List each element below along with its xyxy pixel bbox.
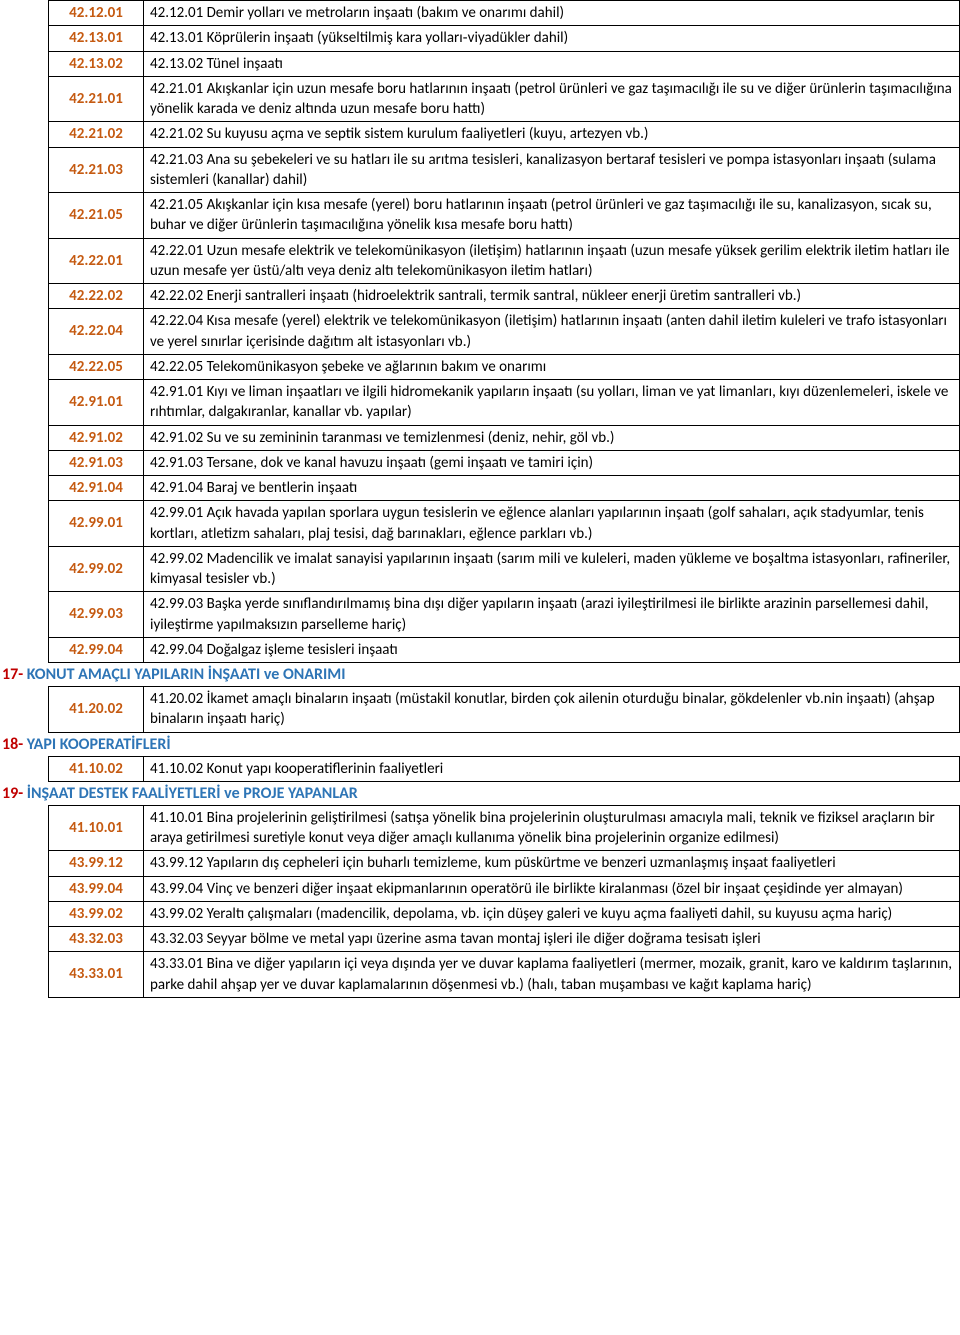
table-row: 42.21.0342.21.03 Ana su şebekeleri ve su… (49, 147, 960, 193)
code-cell: 41.10.02 (49, 756, 144, 781)
table-row: 42.91.0442.91.04 Baraj ve bentlerin inşa… (49, 476, 960, 501)
table-row: 42.13.0142.13.01 Köprülerin inşaatı (yük… (49, 26, 960, 51)
description-cell: 42.21.02 Su kuyusu açma ve septik sistem… (144, 122, 960, 147)
description-cell: 43.99.02 Yeraltı çalışmaları (madencilik… (144, 901, 960, 926)
table-row: 42.91.0242.91.02 Su ve su zemininin tara… (49, 425, 960, 450)
description-cell: 42.13.02 Tünel inşaatı (144, 51, 960, 76)
table-row: 42.99.0242.99.02 Madencilik ve imalat sa… (49, 546, 960, 592)
section-header-18: 18- YAPI KOOPERATİFLERİ (0, 733, 960, 756)
table-row: 43.99.1243.99.12 Yapıların dış cepheleri… (49, 851, 960, 876)
code-cell: 42.13.01 (49, 26, 144, 51)
section-table-17: 41.20.0241.20.02 İkamet amaçlı binaların… (48, 686, 960, 733)
description-cell: 42.91.01 Kıyı ve liman inşaatları ve ilg… (144, 380, 960, 426)
table-row: 42.12.0142.12.01 Demir yolları ve metrol… (49, 1, 960, 26)
table-row: 43.33.0143.33.01 Bina ve diğer yapıların… (49, 952, 960, 998)
description-cell: 42.99.02 Madencilik ve imalat sanayisi y… (144, 546, 960, 592)
code-cell: 42.21.05 (49, 193, 144, 239)
description-cell: 42.99.04 Doğalgaz işleme tesisleri inşaa… (144, 637, 960, 662)
table-row: 41.10.0141.10.01 Bina projelerinin geliş… (49, 805, 960, 851)
code-cell: 41.10.01 (49, 805, 144, 851)
section-title: KONUT AMAÇLI YAPILARIN İNŞAATI ve ONARIM… (27, 665, 346, 684)
description-cell: 42.22.02 Enerji santralleri inşaatı (hid… (144, 284, 960, 309)
code-cell: 42.99.04 (49, 637, 144, 662)
code-cell: 42.91.03 (49, 450, 144, 475)
section-table-19: 41.10.0141.10.01 Bina projelerinin geliş… (48, 805, 960, 998)
description-cell: 41.20.02 İkamet amaçlı binaların inşaatı… (144, 687, 960, 733)
code-cell: 42.12.01 (49, 1, 144, 26)
section-table-18: 41.10.0241.10.02 Konut yapı kooperatifle… (48, 756, 960, 782)
table-row: 42.22.0142.22.01 Uzun mesafe elektrik ve… (49, 238, 960, 284)
description-cell: 43.99.12 Yapıların dış cepheleri için bu… (144, 851, 960, 876)
code-cell: 43.32.03 (49, 927, 144, 952)
code-cell: 42.99.01 (49, 501, 144, 547)
description-cell: 42.91.02 Su ve su zemininin taranması ve… (144, 425, 960, 450)
description-cell: 42.12.01 Demir yolları ve metroların inş… (144, 1, 960, 26)
section-num: 17- (2, 665, 27, 684)
code-cell: 43.99.04 (49, 876, 144, 901)
code-cell: 42.22.02 (49, 284, 144, 309)
code-cell: 42.22.05 (49, 354, 144, 379)
code-cell: 43.33.01 (49, 952, 144, 998)
description-cell: 41.10.01 Bina projelerinin geliştirilmes… (144, 805, 960, 851)
code-cell: 42.99.03 (49, 592, 144, 638)
code-cell: 42.99.02 (49, 546, 144, 592)
description-cell: 42.99.03 Başka yerde sınıflandırılmamış … (144, 592, 960, 638)
code-cell: 43.99.12 (49, 851, 144, 876)
section-num: 18- (2, 735, 27, 754)
section-title: YAPI KOOPERATİFLERİ (27, 735, 171, 754)
table-row: 41.20.0241.20.02 İkamet amaçlı binaların… (49, 687, 960, 733)
document-container: 42.12.0142.12.01 Demir yolları ve metrol… (0, 0, 960, 998)
section-header-19: 19- İNŞAAT DESTEK FAALİYETLERİ ve PROJE … (0, 782, 960, 805)
table-row: 42.99.0142.99.01 Açık havada yapılan spo… (49, 501, 960, 547)
code-cell: 42.21.03 (49, 147, 144, 193)
table-row: 43.32.0343.32.03 Seyyar bölme ve metal y… (49, 927, 960, 952)
table-row: 42.22.0442.22.04 Kısa mesafe (yerel) ele… (49, 309, 960, 355)
description-cell: 42.91.03 Tersane, dok ve kanal havuzu in… (144, 450, 960, 475)
code-cell: 42.21.01 (49, 76, 144, 122)
description-cell: 42.22.04 Kısa mesafe (yerel) elektrik ve… (144, 309, 960, 355)
code-cell: 42.13.02 (49, 51, 144, 76)
table-row: 42.91.0142.91.01 Kıyı ve liman inşaatlar… (49, 380, 960, 426)
description-cell: 42.21.03 Ana su şebekeleri ve su hatları… (144, 147, 960, 193)
description-cell: 43.33.01 Bina ve diğer yapıların içi vey… (144, 952, 960, 998)
table-row: 42.91.0342.91.03 Tersane, dok ve kanal h… (49, 450, 960, 475)
code-cell: 42.21.02 (49, 122, 144, 147)
description-cell: 42.13.01 Köprülerin inşaatı (yükseltilmi… (144, 26, 960, 51)
description-cell: 42.21.05 Akışkanlar için kısa mesafe (ye… (144, 193, 960, 239)
description-cell: 41.10.02 Konut yapı kooperatiflerinin fa… (144, 756, 960, 781)
description-cell: 42.99.01 Açık havada yapılan sporlara uy… (144, 501, 960, 547)
description-cell: 42.22.05 Telekomünikasyon şebeke ve ağla… (144, 354, 960, 379)
section-title: İNŞAAT DESTEK FAALİYETLERİ ve PROJE YAPA… (27, 784, 358, 803)
table-row: 42.22.0542.22.05 Telekomünikasyon şebeke… (49, 354, 960, 379)
code-cell: 42.91.01 (49, 380, 144, 426)
code-cell: 42.22.01 (49, 238, 144, 284)
description-cell: 43.99.04 Vinç ve benzeri diğer inşaat ek… (144, 876, 960, 901)
code-cell: 43.99.02 (49, 901, 144, 926)
description-cell: 42.21.01 Akışkanlar için uzun mesafe bor… (144, 76, 960, 122)
description-cell: 43.32.03 Seyyar bölme ve metal yapı üzer… (144, 927, 960, 952)
table-row: 42.21.0542.21.05 Akışkanlar için kısa me… (49, 193, 960, 239)
code-cell: 42.22.04 (49, 309, 144, 355)
section-header-17: 17- KONUT AMAÇLI YAPILARIN İNŞAATI ve ON… (0, 663, 960, 686)
section-table-main: 42.12.0142.12.01 Demir yolları ve metrol… (48, 0, 960, 663)
table-row: 41.10.0241.10.02 Konut yapı kooperatifle… (49, 756, 960, 781)
code-cell: 42.91.04 (49, 476, 144, 501)
table-row: 42.21.0242.21.02 Su kuyusu açma ve septi… (49, 122, 960, 147)
description-cell: 42.22.01 Uzun mesafe elektrik ve telekom… (144, 238, 960, 284)
code-cell: 42.91.02 (49, 425, 144, 450)
table-row: 42.13.0242.13.02 Tünel inşaatı (49, 51, 960, 76)
description-cell: 42.91.04 Baraj ve bentlerin inşaatı (144, 476, 960, 501)
table-row: 42.21.0142.21.01 Akışkanlar için uzun me… (49, 76, 960, 122)
table-row: 42.99.0342.99.03 Başka yerde sınıflandır… (49, 592, 960, 638)
table-row: 42.99.0442.99.04 Doğalgaz işleme tesisle… (49, 637, 960, 662)
section-num: 19- (2, 784, 27, 803)
code-cell: 41.20.02 (49, 687, 144, 733)
table-row: 43.99.0243.99.02 Yeraltı çalışmaları (ma… (49, 901, 960, 926)
table-row: 42.22.0242.22.02 Enerji santralleri inşa… (49, 284, 960, 309)
table-row: 43.99.0443.99.04 Vinç ve benzeri diğer i… (49, 876, 960, 901)
